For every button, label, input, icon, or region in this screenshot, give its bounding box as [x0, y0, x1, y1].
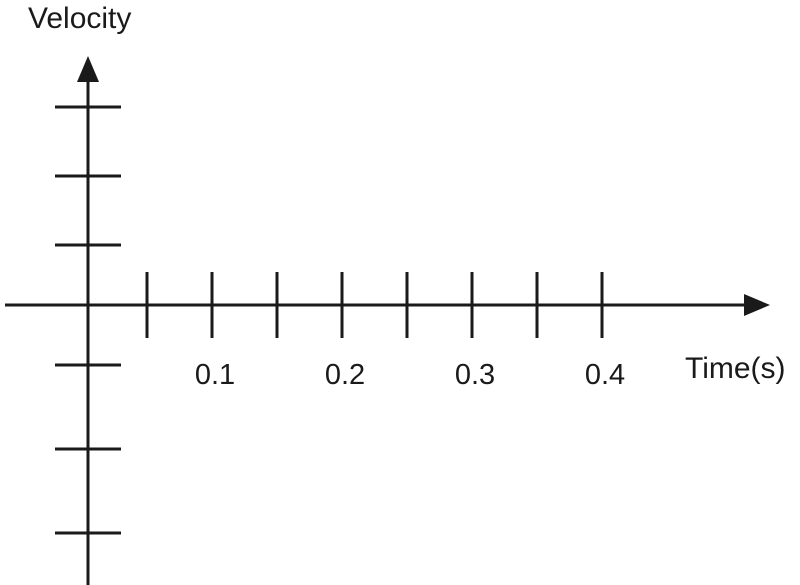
x-axis-label: Time(s): [685, 352, 786, 385]
y-ticks: [55, 105, 121, 535]
x-ticks: [145, 272, 604, 338]
x-tick-label: 0.3: [455, 359, 495, 391]
y-axis-label: Velocity: [28, 2, 131, 35]
x-tick-label: 0.1: [195, 359, 235, 391]
x-tick-label: 0.2: [325, 359, 365, 391]
x-tick-labels: 0.1 0.2 0.3 0.4: [195, 359, 625, 391]
x-axis-arrowhead: [744, 294, 770, 316]
x-tick-label: 0.4: [585, 359, 625, 391]
y-axis-arrowhead: [77, 56, 99, 82]
